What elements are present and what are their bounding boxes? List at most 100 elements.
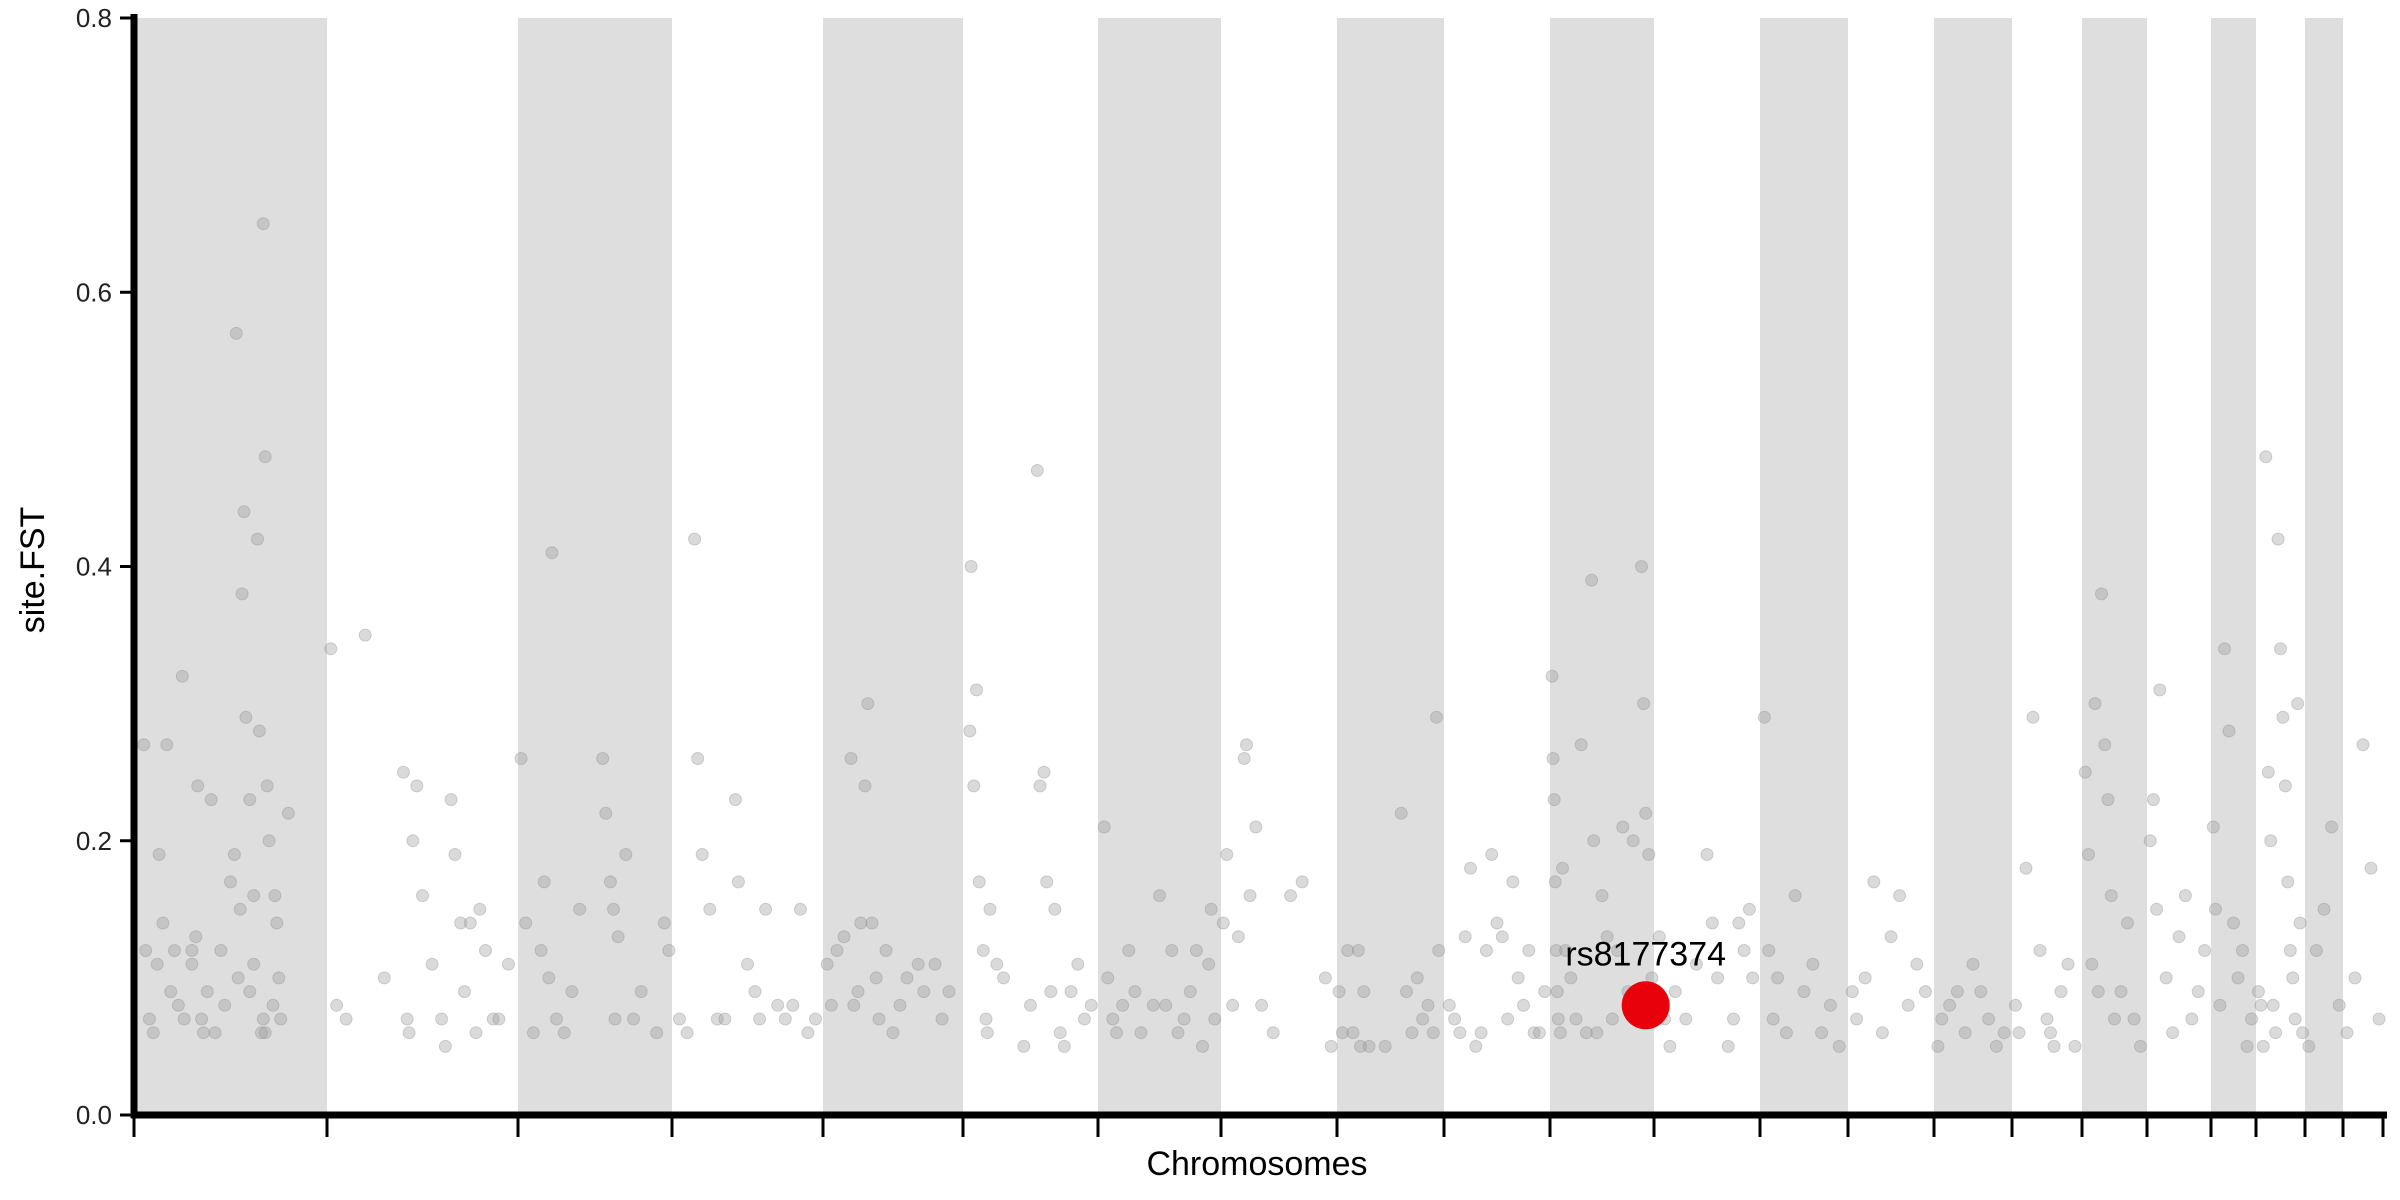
data-point-chr10	[1448, 1012, 1462, 1026]
data-point-chr18	[2159, 971, 2173, 985]
data-point-chr11	[1550, 985, 1564, 999]
data-point-chr11	[1605, 1012, 1619, 1026]
data-point-chr5	[830, 944, 844, 957]
chromosome-band-15	[1934, 18, 2012, 1115]
data-point-chr2	[454, 916, 468, 930]
data-point-chr8	[1220, 848, 1234, 861]
data-point-chr19	[2222, 724, 2236, 738]
data-point-chr17	[2127, 1012, 2141, 1026]
data-point-chr8	[1295, 875, 1309, 889]
data-point-chr5	[851, 985, 865, 999]
data-point-chr7	[1177, 1012, 1191, 1026]
data-point-chr20	[2293, 916, 2307, 930]
data-point-chr4	[680, 1026, 694, 1040]
data-point-chr3	[627, 1012, 640, 1026]
data-point-chr12	[1652, 930, 1666, 944]
data-point-chr3	[557, 1026, 571, 1040]
data-point-chr4	[753, 1012, 767, 1026]
data-point-chr4	[688, 532, 702, 546]
data-point-chr11	[1551, 1012, 1565, 1026]
data-point-chr4	[703, 902, 717, 916]
data-point-chr18	[2198, 944, 2212, 957]
data-point-chr1	[204, 793, 218, 807]
data-point-chr6	[963, 724, 977, 738]
y-tick-label: 0.6	[76, 277, 112, 307]
data-point-chr6	[972, 875, 986, 889]
data-point-chr16	[2040, 1012, 2054, 1026]
data-point-chr5	[935, 1012, 949, 1026]
data-point-chr17	[2088, 697, 2102, 711]
data-point-chr4	[778, 1012, 792, 1026]
data-point-chr5	[869, 971, 883, 985]
data-point-chr13	[1788, 889, 1802, 903]
data-point-chr11	[1642, 848, 1656, 861]
data-point-chr9	[1354, 1039, 1367, 1053]
data-point-chr18	[2185, 1012, 2199, 1026]
data-point-chr6	[976, 944, 990, 957]
data-point-chr20	[2259, 450, 2273, 464]
data-point-chr1	[233, 902, 247, 916]
data-point-chr16	[2068, 1039, 2082, 1053]
data-point-chr22	[2364, 861, 2378, 875]
data-point-chr1	[231, 971, 245, 985]
data-point-chr1	[185, 957, 199, 971]
data-point-chr1	[185, 944, 199, 957]
data-point-chr18	[2178, 889, 2192, 903]
data-point-chr1	[171, 998, 185, 1012]
data-point-chr7	[1122, 944, 1136, 957]
data-point-chr17	[2114, 985, 2128, 999]
data-point-chr3	[565, 985, 579, 999]
data-point-chr2	[438, 1039, 452, 1053]
data-point-chr20	[2278, 779, 2292, 793]
data-point-chr11	[1639, 806, 1653, 820]
data-point-chr18	[2143, 834, 2157, 848]
data-point-chr7	[1189, 944, 1203, 957]
data-point-chr14	[1845, 985, 1859, 999]
data-point-chr7	[1208, 1012, 1222, 1026]
data-point-chr20	[2256, 1039, 2270, 1053]
data-point-chr5	[879, 944, 893, 957]
data-point-chr2	[479, 944, 492, 957]
data-point-chr15	[1966, 957, 1980, 971]
data-point-chr3	[537, 875, 551, 889]
data-point-chr1	[152, 848, 166, 861]
data-point-chr1	[137, 738, 151, 752]
data-point-chr17	[2082, 848, 2095, 861]
data-point-chr16	[2033, 944, 2047, 957]
data-point-chr2	[469, 1026, 483, 1040]
data-point-chr6	[1084, 998, 1098, 1012]
data-point-chr5	[886, 1026, 900, 1040]
data-point-chr13	[1757, 710, 1771, 724]
data-point-chr12	[1727, 1012, 1740, 1026]
data-point-chr19	[2206, 820, 2220, 834]
data-point-chr2	[416, 889, 429, 903]
data-point-chr1	[146, 1026, 160, 1040]
data-point-chr7	[1134, 1026, 1148, 1040]
data-point-chr13	[1823, 998, 1837, 1012]
data-point-chr7	[1165, 944, 1179, 957]
data-point-chr8	[1216, 916, 1230, 930]
data-point-chr10	[1469, 1039, 1483, 1053]
data-point-chr2	[473, 902, 487, 916]
data-point-chr2	[435, 1012, 449, 1026]
data-point-chr16	[2044, 1026, 2057, 1040]
data-point-chr3	[514, 752, 528, 765]
data-point-chr19	[2236, 944, 2249, 957]
data-point-chr7	[1204, 902, 1218, 916]
data-point-chr7	[1202, 957, 1216, 971]
data-point-chr1	[208, 1026, 222, 1040]
data-point-chr3	[550, 1012, 563, 1026]
chromosome-band-5	[823, 18, 963, 1115]
data-point-chr15	[1958, 1026, 1972, 1040]
data-point-chr10	[1485, 848, 1499, 861]
data-point-chr3	[599, 806, 613, 820]
data-point-chr21	[2309, 944, 2323, 957]
data-point-chr11	[1590, 1026, 1604, 1040]
data-point-chr8	[1324, 1039, 1338, 1053]
data-point-chr8	[1266, 1026, 1280, 1040]
data-point-chr1	[227, 848, 241, 861]
data-point-chr4	[718, 1012, 732, 1026]
highlight-group: rs8177374	[1565, 935, 1726, 1030]
data-point-chr9	[1394, 806, 1408, 820]
data-point-chr6	[983, 902, 997, 916]
